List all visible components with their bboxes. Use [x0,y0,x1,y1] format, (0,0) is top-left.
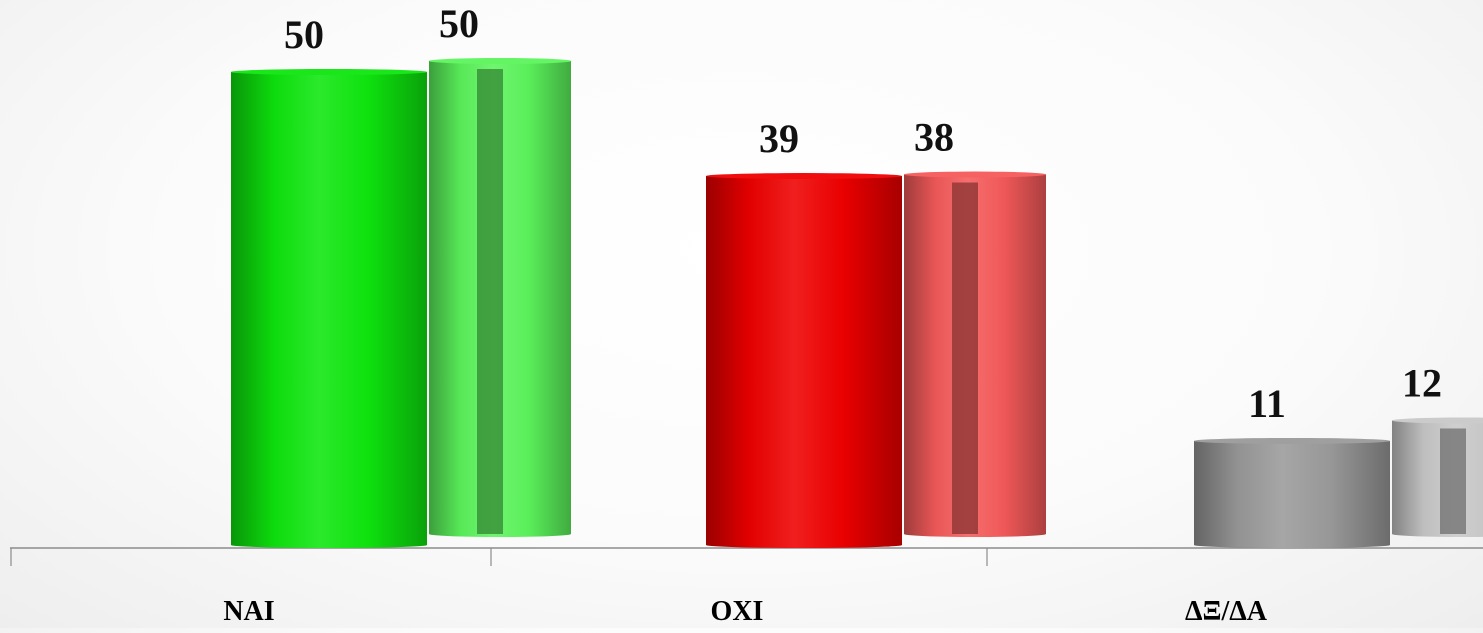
bar-shadow-strip [477,69,503,534]
data-label: 38 [914,115,954,160]
data-label: 11 [1248,381,1286,426]
x-tick-label: NAI [223,596,274,627]
data-label: 12 [1402,360,1442,405]
x-tick-label: OXI [711,596,764,627]
bar-series1-2 [1194,437,1390,548]
data-label: 39 [759,116,799,161]
bar-series2-0 [429,58,571,537]
x-tick-label: ΔΞ/ΔΑ [1185,596,1268,627]
bar-series2-1 [904,171,1046,537]
bar-shadow-strip [952,182,978,534]
data-label: 50 [439,1,479,46]
bar-series1-0 [231,69,427,548]
data-label: 50 [284,12,324,57]
bar-series2-2 [1392,417,1483,537]
bar-shadow-strip [1440,428,1466,534]
bar-series1-1 [706,173,902,548]
